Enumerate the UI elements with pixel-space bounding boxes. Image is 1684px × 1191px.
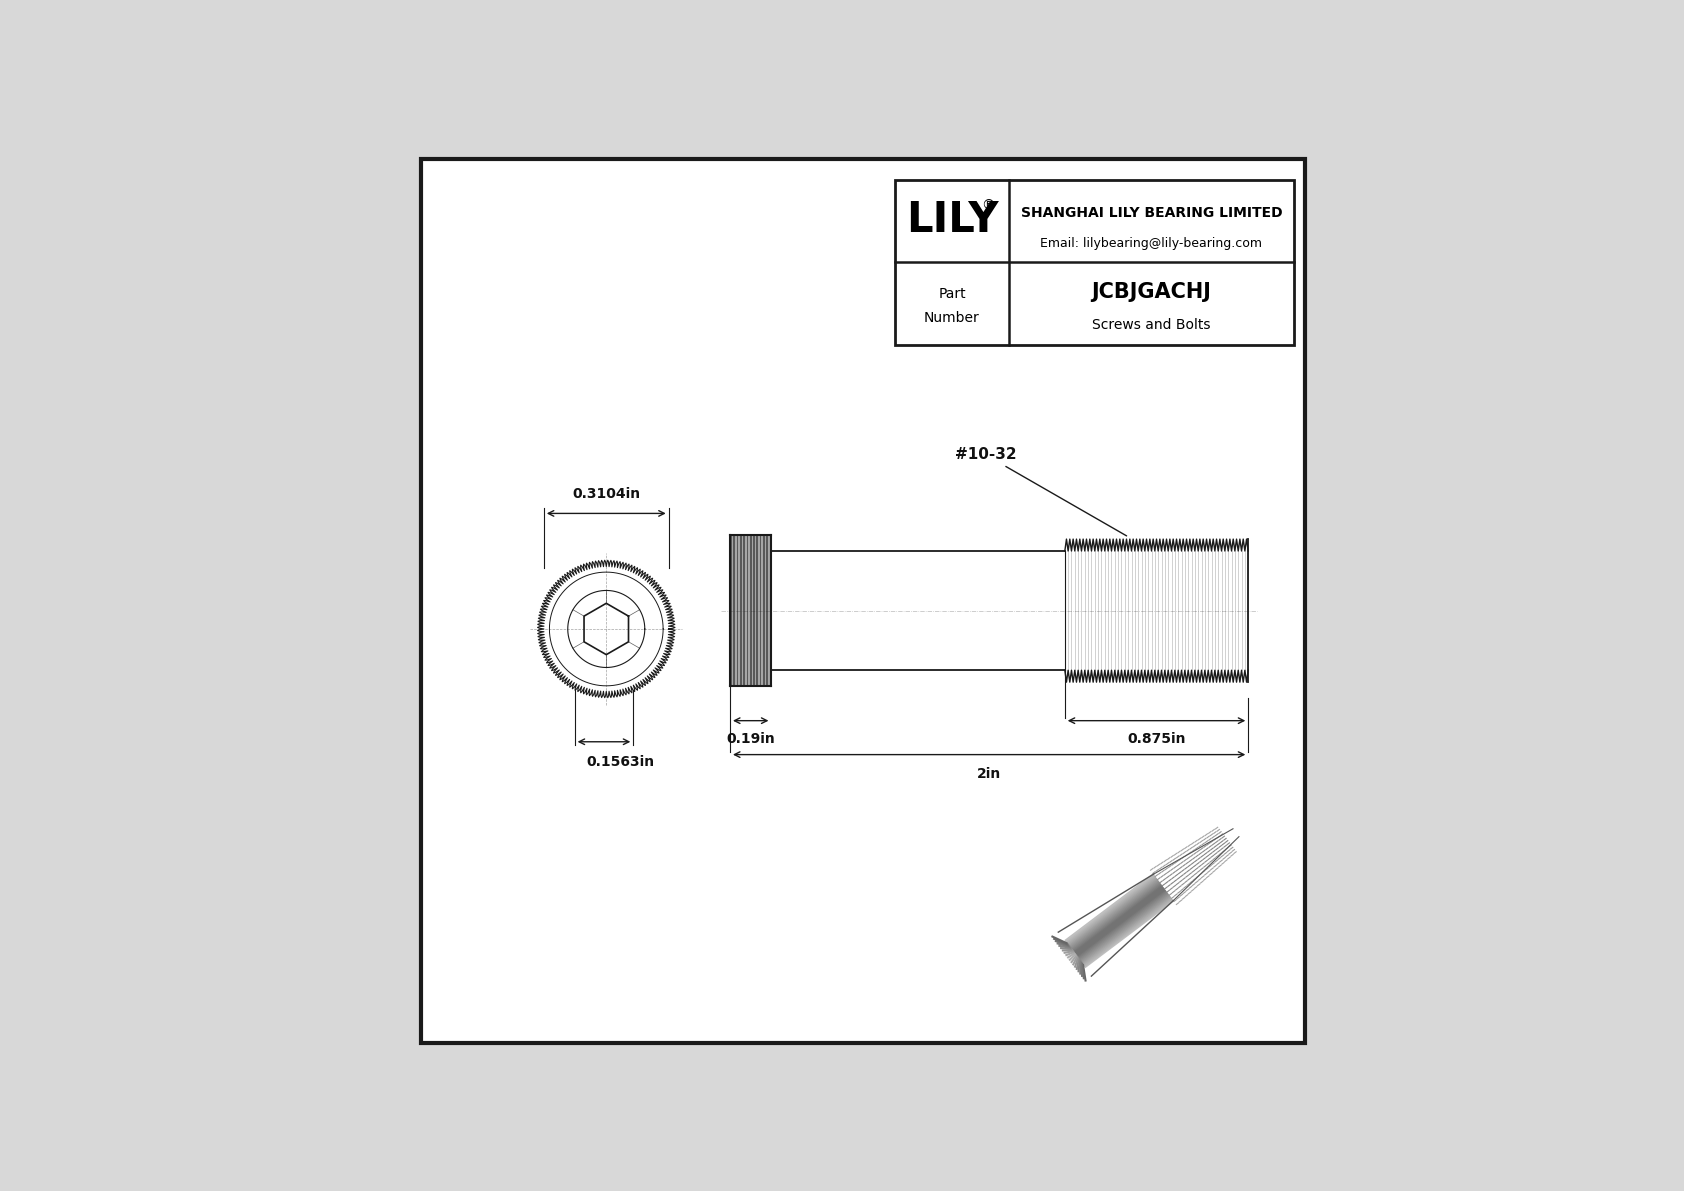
- Text: LILY: LILY: [906, 199, 999, 241]
- Text: Screws and Bolts: Screws and Bolts: [1093, 318, 1211, 332]
- Text: #10-32: #10-32: [955, 448, 1127, 536]
- Text: Email: lilybearing@lily-bearing.com: Email: lilybearing@lily-bearing.com: [1041, 237, 1263, 250]
- Text: Number: Number: [925, 311, 980, 325]
- FancyBboxPatch shape: [421, 160, 1305, 1043]
- Text: Part: Part: [938, 287, 967, 300]
- Text: SHANGHAI LILY BEARING LIMITED: SHANGHAI LILY BEARING LIMITED: [1021, 206, 1282, 219]
- Text: ®: ®: [982, 199, 995, 213]
- Text: 0.1563in: 0.1563in: [586, 755, 653, 768]
- FancyBboxPatch shape: [896, 180, 1293, 344]
- Text: JCBJGACHJ: JCBJGACHJ: [1091, 282, 1211, 301]
- Text: 0.3104in: 0.3104in: [573, 487, 640, 500]
- Text: 0.875in: 0.875in: [1127, 731, 1186, 746]
- Text: 2in: 2in: [977, 767, 1002, 780]
- Text: 0.19in: 0.19in: [726, 731, 775, 746]
